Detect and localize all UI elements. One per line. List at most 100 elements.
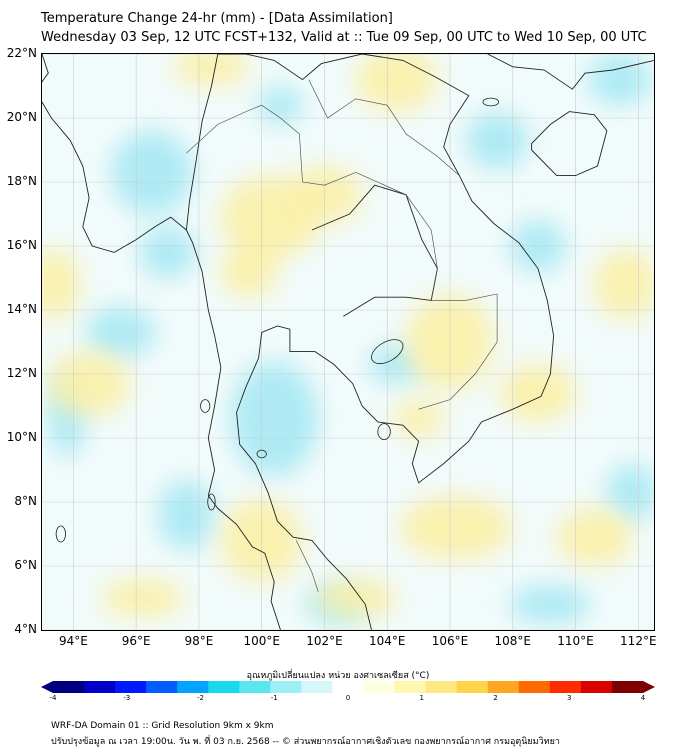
colorbar-segment [270,681,303,693]
coastline [311,184,438,317]
country-border [418,293,498,410]
cooling-patch [230,361,319,477]
cooling-patch [588,54,651,106]
colorbar-title: อุณหภูมิเปลี่ยนแปลง หน่วย องศาเซลเซียส (… [246,671,430,681]
colorbar-segment [177,681,209,693]
latitude-tick-label: 4°N [14,622,37,636]
country-border [261,104,438,301]
country-border [308,79,460,176]
coastline-layer [42,54,654,630]
colorbar-tick-label: 4 [640,694,646,702]
colorbar-segment [53,681,85,693]
island [200,399,211,413]
colorbar-tick-label: -1 [270,694,278,702]
latitude-tick-label: 16°N [6,238,37,252]
longitude-tick-label: 100°E [243,634,280,648]
colorbar-segment [518,681,551,693]
coastline [42,101,187,253]
longitude-tick-label: 104°E [368,634,406,648]
coastline [217,54,363,81]
colorbar-segment [487,681,520,693]
colorbar-tick-label: 2 [493,694,498,702]
colorbar-segment [580,681,613,693]
warming-patch [42,249,80,320]
cooling-patch [158,479,215,550]
cooling-patch [111,130,193,214]
longitude-tick-label: 110°E [557,634,594,648]
warming-patch [594,249,654,320]
warming-patch [315,578,397,618]
island [256,449,267,459]
chart-subtitle: Wednesday 03 Sep, 12 UTC FCST+132, Valid… [41,30,647,45]
longitude-tick-label: 96°E [121,634,151,648]
colorbar-segment [301,681,334,693]
coastline [531,111,608,177]
longitude-tick-label: 112°E [620,634,657,648]
colorbar-segment [332,681,365,693]
country-border [295,540,319,592]
warming-patch [220,246,278,298]
tonle-sap-lake [371,339,404,364]
colorbar-tick-label: 0 [345,694,351,702]
latitude-tick-label: 18°N [6,174,37,188]
colorbar-segment [239,681,271,693]
warming-patch [399,495,513,560]
warming-patch [48,351,130,416]
colorbar-tick-label: 1 [419,694,424,702]
longitude-tick-label: 108°E [494,634,532,648]
map-canvas [42,54,654,630]
colorbar [41,681,655,693]
border-layer [186,79,498,592]
colorbar-min-extension [41,681,53,693]
latitude-tick-label: 14°N [6,302,37,316]
colorbar-segment [611,681,644,693]
latitude-tick-label: 20°N [6,110,37,124]
graticule [42,54,654,630]
colorbar-segment [394,681,427,693]
latitude-tick-label: 10°N [6,430,37,444]
colorbar-segment [456,681,489,693]
colorbar-segment [363,681,396,693]
colorbar-tick-label: -2 [197,694,204,702]
latitude-tick-label: 22°N [6,46,37,60]
latitude-tick-label: 12°N [6,366,37,380]
coastline [185,54,281,630]
colorbar-tick-label: 3 [567,694,572,702]
longitude-tick-label: 94°E [58,634,88,648]
chart-title: Temperature Change 24-hr (mm) - [Data As… [41,11,393,26]
cooling-patch [139,226,196,278]
longitude-tick-label: 106°E [431,634,469,648]
colorbar-max-extension [643,681,655,693]
longitude-tick-label: 98°E [184,634,214,648]
latitude-tick-label: 6°N [14,558,37,572]
warming-patch [355,54,438,112]
coastline [42,54,49,83]
cooling-patch [85,306,155,358]
model-info: WRF-DA Domain 01 :: Grid Resolution 9km … [51,721,274,731]
island [482,97,500,107]
warming-patch [393,399,444,438]
map-panel [41,53,655,631]
cooling-patch [258,86,303,125]
longitude-tick-label: 102°E [306,634,343,648]
coastline [487,54,654,90]
colorbar-segment [208,681,240,693]
warming-patch [101,578,184,618]
cooling-patch [606,463,654,522]
colorbar-segment [115,681,147,693]
island [55,525,66,543]
cooling-patch [509,585,592,624]
country-border [186,104,262,154]
island [377,423,391,441]
warming-patch [173,54,250,86]
copyright-line: ปรับปรุงข้อมูล ณ เวลา 19:00น. วัน พ. ที่… [51,737,560,747]
colorbar-tick-label: -3 [123,694,131,702]
warming-patch [556,508,633,566]
colorbar-tick-label: -4 [49,694,57,702]
colorbar-segment [146,681,178,693]
colorbar-segment [425,681,458,693]
latitude-tick-label: 8°N [14,494,37,508]
coastline [236,54,555,630]
warming-patch [500,364,576,423]
colorbar-segment [84,681,116,693]
